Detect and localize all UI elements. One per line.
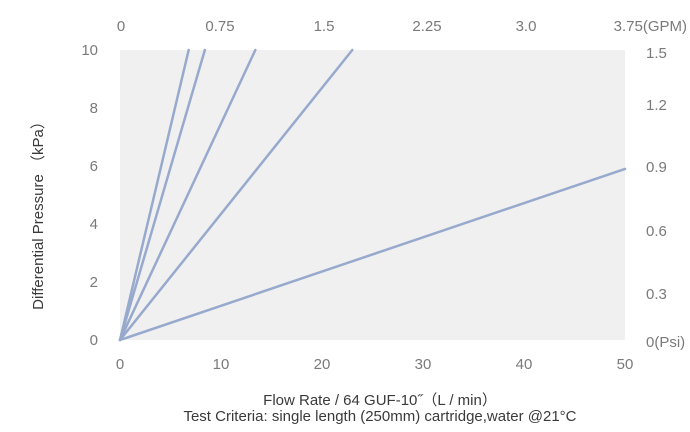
x-axis-top-ticks: 0 0.75 1.5 2.25 3.0 3.75(GPM): [117, 18, 687, 35]
y-tick-label: 2: [90, 274, 98, 291]
x-tick-label: 0: [116, 356, 124, 373]
y-axis-left-ticks: 0 2 4 6 8 10: [81, 42, 98, 349]
top-tick-label: 2.25: [412, 18, 441, 35]
y-axis-right-ticks: 0(Psi) 0.3 0.6 0.9 1.2 1.5: [646, 45, 685, 351]
series-layer: [118, 48, 627, 342]
x-tick-label: 50: [617, 356, 634, 373]
top-tick-label: 1.5: [314, 18, 335, 35]
right-tick-label: 1.2: [646, 97, 667, 114]
x-axis-title: Flow Rate / 64 GUF-10˝（L / min）: [263, 392, 497, 409]
plot-area: [120, 50, 625, 340]
x-tick-label: 20: [314, 356, 331, 373]
right-tick-label: 1.5: [646, 45, 667, 62]
series-line-3: [118, 48, 257, 342]
right-tick-label: 0(Psi): [646, 334, 685, 351]
x-tick-label: 10: [213, 356, 230, 373]
right-tick-label: 0.9: [646, 159, 667, 176]
top-tick-label: 0.75: [205, 18, 234, 35]
top-tick-label: 0: [117, 18, 125, 35]
right-tick-label: 0.3: [646, 286, 667, 303]
x-axis-bottom-ticks: 0 10 20 30 40 50: [116, 356, 634, 373]
top-tick-label: 3.75(GPM): [614, 18, 687, 35]
y-tick-label: 4: [90, 216, 98, 233]
series-line-4: [118, 48, 354, 342]
y-tick-label: 10: [81, 42, 98, 59]
series-line-2: [118, 48, 207, 342]
x-tick-label: 30: [415, 356, 432, 373]
right-tick-label: 0.6: [646, 223, 667, 240]
y-tick-label: 0: [90, 332, 98, 349]
y-tick-label: 8: [90, 100, 98, 117]
x-tick-label: 40: [516, 356, 533, 373]
y-tick-label: 6: [90, 158, 98, 175]
series-line-1: [118, 48, 190, 342]
test-criteria-note: Test Criteria: single length (250mm) car…: [183, 408, 577, 425]
y-axis-title: Differential Pressure （kPa）: [30, 114, 47, 310]
series-line-5: [118, 167, 627, 342]
top-tick-label: 3.0: [516, 18, 537, 35]
